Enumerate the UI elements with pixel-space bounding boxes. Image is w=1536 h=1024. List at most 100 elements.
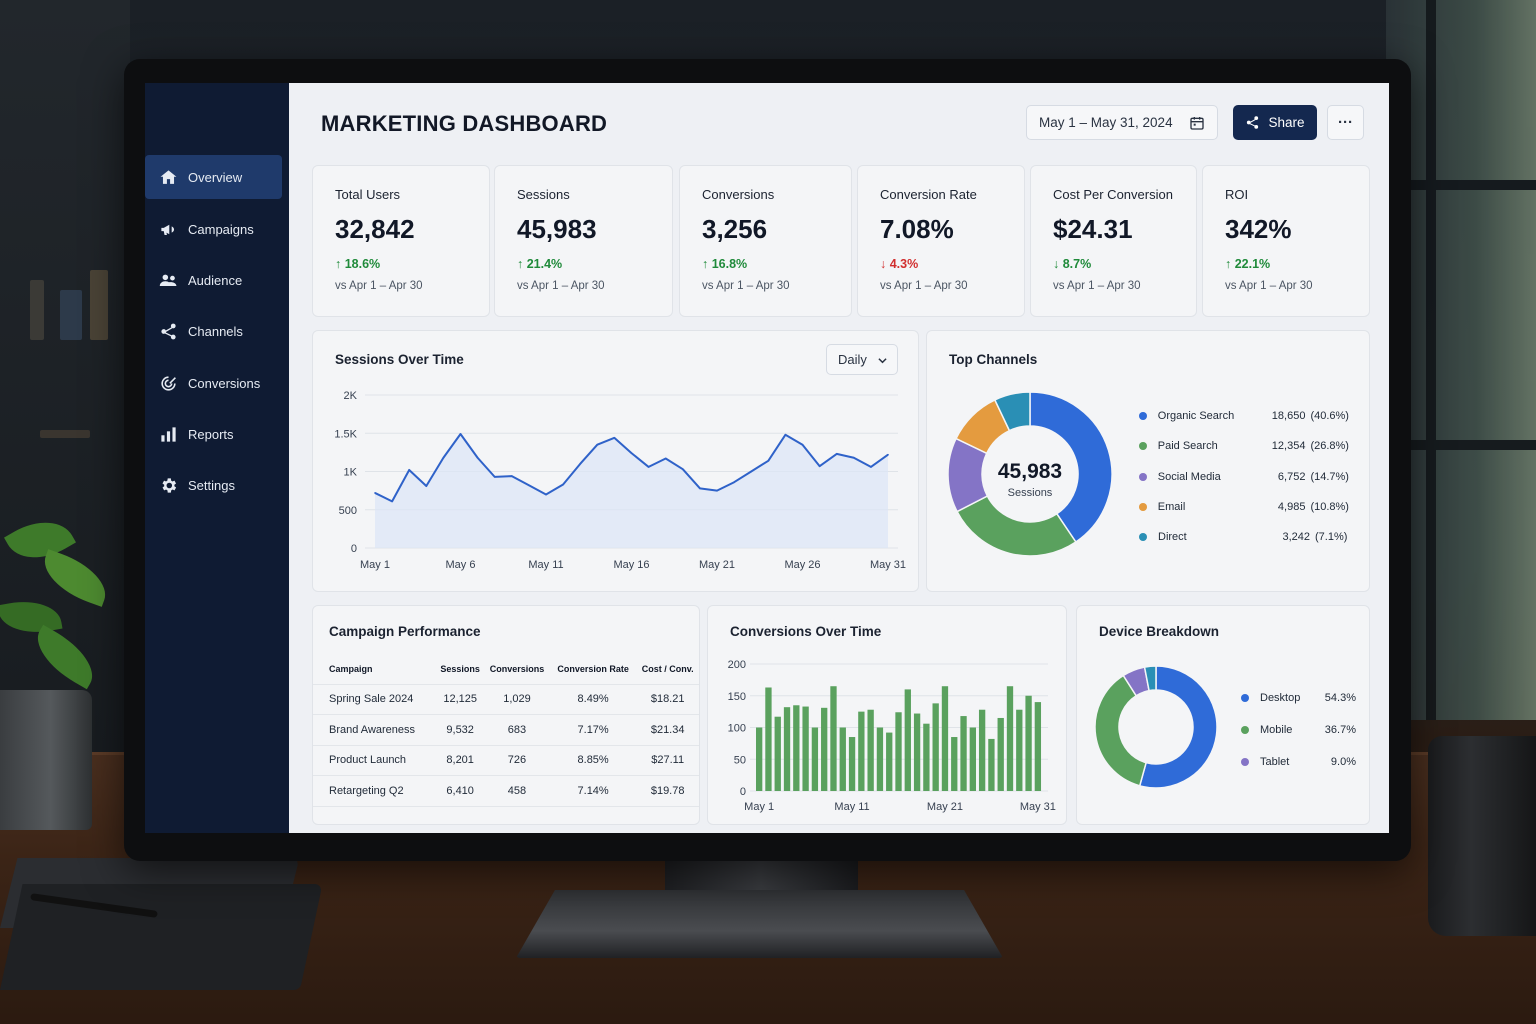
share-button[interactable]: Share	[1233, 105, 1317, 140]
more-options-button[interactable]: ···	[1327, 105, 1364, 140]
y-tick-label: 500	[339, 505, 357, 517]
y-tick-label: 1.5K	[334, 428, 357, 440]
date-range-picker[interactable]: May 1 – May 31, 2024	[1026, 105, 1218, 140]
table-row[interactable]: Product Launch 8,201 726 8.85% $27.11	[313, 745, 699, 776]
legend-label: Organic Search	[1157, 410, 1235, 422]
data-point	[562, 483, 564, 486]
legend-item[interactable]: Organic Search 18,650 (40.6%)	[1139, 410, 1349, 422]
y-tick-label: 0	[351, 543, 357, 555]
data-point	[818, 465, 821, 467]
kpi-delta: ↓ 4.3%	[880, 257, 919, 271]
table-cell: Product Launch	[313, 745, 437, 776]
conversion-bar	[848, 737, 856, 791]
data-point	[750, 470, 752, 473]
kpi-card-conversion-rate[interactable]: Conversion Rate 7.08% ↓ 4.3% vs Apr 1 – …	[857, 165, 1025, 317]
kpi-card-total-users[interactable]: Total Users 32,842 ↑ 18.6% vs Apr 1 – Ap…	[312, 165, 490, 317]
sessions-line-chart: 0 500 1K 1.5K 2K May 1 May 6 May 11 May 16 May 21…	[334, 390, 906, 571]
legend-item[interactable]: Mobile 36.7%	[1241, 724, 1356, 736]
table-cell: 683	[484, 714, 550, 746]
x-tick-label: May 11	[834, 801, 869, 813]
kpi-card-conversions[interactable]: Conversions 3,256 ↑ 16.8% vs Apr 1 – Apr…	[679, 165, 852, 317]
table-cell: $19.78	[636, 775, 699, 807]
conversion-bar	[978, 709, 986, 791]
legend-swatch	[1241, 758, 1249, 766]
top-channels-card: Top Channels 45,983 Sessions Organic Sea…	[926, 330, 1370, 592]
legend-item[interactable]: Email 4,985 (10.8%)	[1139, 501, 1349, 513]
megaphone-icon	[161, 224, 175, 235]
column-header[interactable]: Sessions	[436, 654, 485, 685]
sessions-area	[375, 434, 888, 548]
sidebar-item-label: Reports	[188, 426, 234, 442]
table-cell: 8.49%	[549, 684, 637, 715]
chevron-down-icon	[878, 358, 887, 364]
sidebar-item-channels[interactable]: Channels	[145, 309, 282, 353]
sidebar-item-label: Channels	[188, 323, 243, 339]
legend-item[interactable]: Direct 3,242 (7.1%)	[1139, 531, 1349, 543]
table-cell: 12,125	[436, 684, 485, 715]
legend-item[interactable]: Paid Search 12,354 (26.8%)	[1139, 440, 1349, 452]
x-tick-label: May 21	[699, 559, 735, 571]
kpi-delta: ↑ 21.4%	[517, 257, 563, 271]
data-point	[767, 459, 770, 462]
data-point	[801, 443, 804, 446]
sidebar-item-audience[interactable]: Audience	[145, 258, 282, 302]
conversion-bar	[821, 707, 828, 791]
kpi-value: $24.31	[1053, 214, 1133, 244]
legend-item[interactable]: Tablet 9.0%	[1241, 756, 1356, 768]
data-point	[682, 468, 684, 471]
column-header[interactable]: Campaign	[313, 654, 437, 685]
x-tick-label: May 31	[1020, 801, 1056, 813]
table-row[interactable]: Spring Sale 2024 12,125 1,029 8.49% $18.…	[313, 684, 699, 715]
legend-swatch	[1139, 472, 1147, 481]
kpi-compare: vs Apr 1 – Apr 30	[517, 280, 605, 292]
data-point	[391, 500, 393, 503]
sidebar-item-overview[interactable]: Overview	[145, 155, 282, 199]
conversion-bar	[904, 689, 911, 791]
sidebar-item-label: Settings	[188, 477, 235, 493]
top-channels-donut	[947, 391, 1113, 557]
background-window	[1386, 0, 1536, 720]
legend-label: Direct	[1158, 531, 1187, 544]
x-tick-label: May 16	[613, 559, 649, 571]
kpi-card-sessions[interactable]: Sessions 45,983 ↑ 21.4% vs Apr 1 – Apr 3…	[494, 165, 673, 317]
granularity-select[interactable]: Daily	[826, 344, 898, 375]
conversion-bar	[969, 727, 976, 791]
legend-label: Mobile	[1260, 724, 1293, 736]
legend-percent: (26.8%)	[1310, 440, 1349, 453]
legend-percent: (14.7%)	[1310, 470, 1349, 483]
sidebar-item-reports[interactable]: Reports	[145, 412, 282, 456]
x-tick-label: May 26	[784, 559, 820, 571]
x-tick-label: May 21	[927, 801, 963, 813]
table-row[interactable]: Retargeting Q2 6,410 458 7.14% $19.78	[313, 775, 699, 807]
card-title: Device Breakdown	[1099, 624, 1220, 639]
data-point	[596, 443, 599, 446]
legend-item[interactable]: Desktop 54.3%	[1241, 692, 1356, 704]
legend-percent: (40.6%)	[1310, 410, 1349, 422]
sidebar-item-campaigns[interactable]: Campaigns	[145, 207, 282, 251]
users-icon	[159, 274, 177, 286]
data-point	[579, 463, 581, 465]
conversion-bar	[941, 686, 949, 791]
kpi-card-roi[interactable]: ROI 342% ↑ 22.1% vs Apr 1 – Apr 30	[1202, 165, 1370, 317]
sidebar-item-conversions[interactable]: Conversions	[145, 361, 282, 405]
table-cell: 8,201	[436, 745, 485, 776]
more-icon: ···	[1338, 114, 1353, 131]
sidebar-item-settings[interactable]: Settings	[145, 463, 282, 507]
date-range-label: May 1 – May 31, 2024	[1039, 115, 1173, 130]
table-cell: $18.21	[636, 684, 699, 715]
column-header[interactable]: Cost / Conv.	[636, 654, 699, 685]
conversion-bar	[839, 727, 846, 791]
kpi-label: Conversion Rate	[880, 187, 977, 202]
kpi-label: Sessions	[517, 187, 570, 202]
kpi-card-cost-per-conversion[interactable]: Cost Per Conversion $24.31 ↓ 8.7% vs Apr…	[1030, 165, 1197, 317]
table-cell: 458	[484, 775, 550, 807]
kpi-compare: vs Apr 1 – Apr 30	[1225, 280, 1313, 292]
conversion-bar	[830, 686, 837, 791]
table-row[interactable]: Brand Awareness 9,532 683 7.17% $21.34	[313, 714, 699, 746]
sessions-over-time-card: Sessions Over Time Daily 0 500 1K 1.5K 2K May…	[312, 330, 919, 592]
column-header[interactable]: Conversion Rate	[549, 654, 637, 685]
column-header[interactable]: Conversions	[484, 654, 550, 685]
legend-item[interactable]: Social Media 6,752 (14.7%)	[1139, 471, 1349, 483]
sidebar-item-label: Overview	[188, 169, 243, 185]
card-title: Conversions Over Time	[730, 624, 882, 639]
